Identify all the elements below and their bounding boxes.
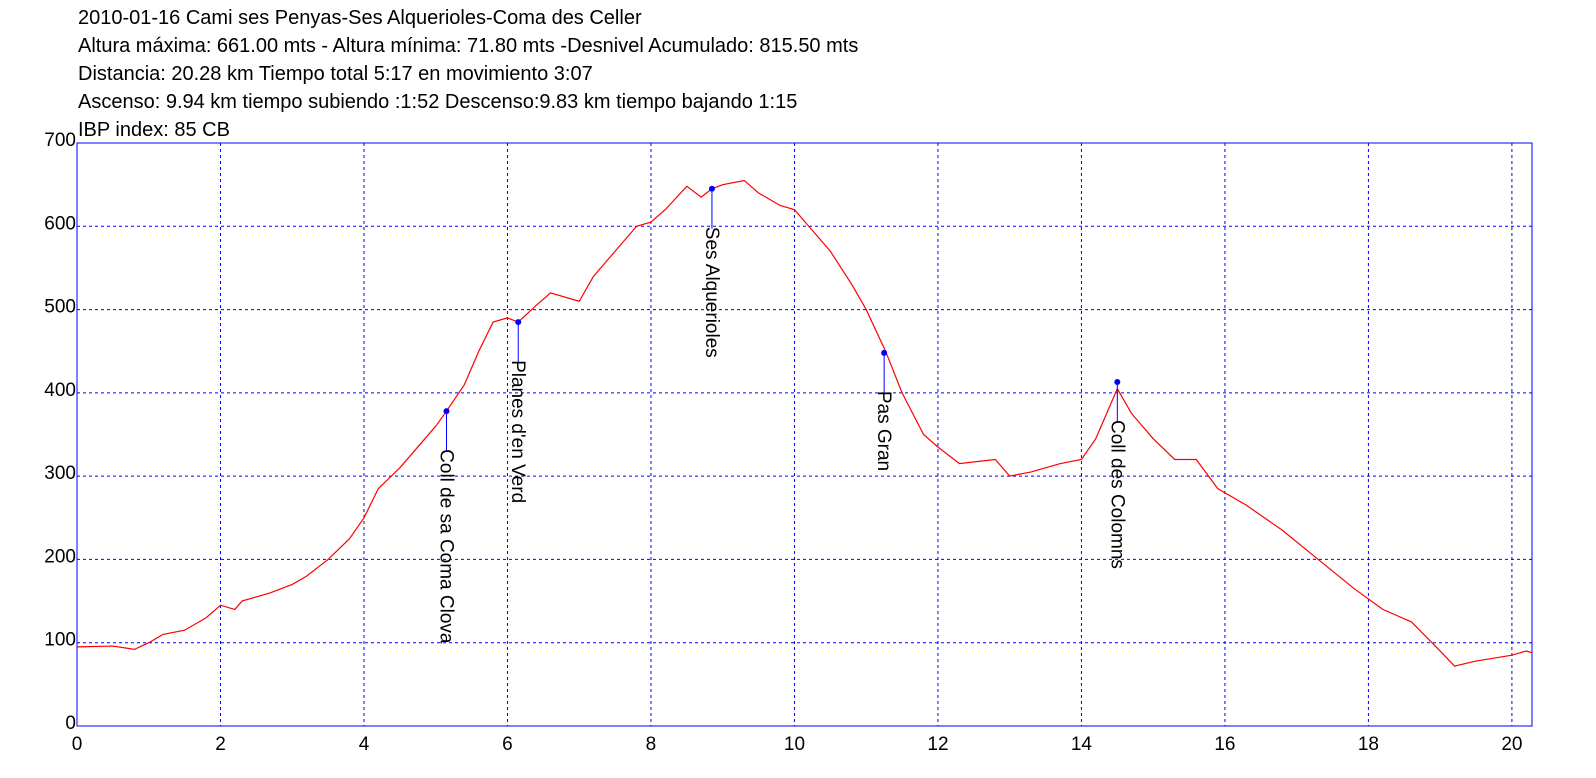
waypoint-marker (708, 185, 715, 192)
x-tick-label: 10 (784, 734, 805, 755)
elevation-line (76, 179, 1533, 667)
x-tick-label: 4 (359, 734, 370, 755)
y-tick-label: 300 (44, 463, 76, 484)
x-tick-label: 20 (1501, 734, 1522, 755)
x-tick-label: 0 (72, 734, 83, 755)
y-tick-label: 0 (65, 713, 76, 734)
x-tick-label: 2 (215, 734, 226, 755)
x-tick-label: 12 (927, 734, 948, 755)
plot-frame (76, 142, 1533, 727)
y-tick-label: 700 (44, 130, 76, 151)
chart-subtitle: Altura máxima: 661.00 mts - Altura mínim… (78, 35, 858, 57)
waypoint-label: Coll de sa Coma Clova (435, 449, 456, 644)
x-tick-label: 14 (1071, 734, 1093, 755)
y-tick-label: 600 (44, 213, 76, 234)
x-tick-label: 6 (502, 734, 513, 755)
waypoint-marker (881, 349, 888, 356)
x-tick-label: 8 (646, 734, 657, 755)
waypoint-marker (443, 408, 450, 415)
x-tick-label: 16 (1214, 734, 1235, 755)
waypoint-label: Planes d'en Verd (507, 360, 528, 503)
y-tick-label: 200 (44, 546, 76, 567)
y-tick-label: 100 (44, 630, 76, 651)
y-tick-label: 500 (44, 297, 76, 318)
waypoint-label: Pas Gran (873, 391, 894, 471)
y-tick-label: 400 (44, 380, 76, 401)
x-tick-label: 18 (1358, 734, 1379, 755)
waypoint-marker (1114, 379, 1121, 386)
waypoint-label: Ses Alquerioles (701, 227, 722, 358)
waypoint-label: Coll des Colomns (1106, 420, 1127, 569)
chart-subtitle: Distancia: 20.28 km Tiempo total 5:17 en… (78, 63, 593, 85)
chart-subtitle: IBP index: 85 CB (78, 119, 230, 141)
chart-subtitle: Ascenso: 9.94 km tiempo subiendo :1:52 D… (78, 91, 797, 113)
waypoint-marker (515, 319, 522, 326)
chart-title: 2010-01-16 Cami ses Penyas-Ses Alqueriol… (78, 7, 642, 29)
